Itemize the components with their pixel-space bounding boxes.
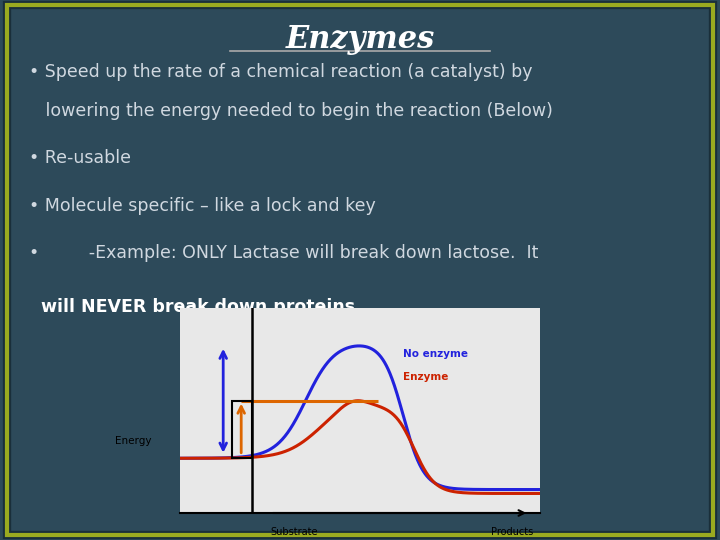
Text: will NEVER break down proteins: will NEVER break down proteins [29,298,355,315]
Text: lowering the energy needed to begin the reaction (Below): lowering the energy needed to begin the … [29,102,553,119]
Text: • Speed up the rate of a chemical reaction (a catalyst) by: • Speed up the rate of a chemical reacti… [29,63,532,81]
Text: Substrate: Substrate [270,526,318,537]
Text: Enzymes: Enzymes [285,24,435,55]
Text: • Re-usable: • Re-usable [29,149,131,167]
Text: Enzyme: Enzyme [403,372,449,382]
Text: Energy: Energy [115,436,152,446]
Text: •         -Example: ONLY Lactase will break down lactose.  It: • -Example: ONLY Lactase will break down… [29,244,538,262]
Bar [232,401,252,457]
Text: Products: Products [490,526,533,537]
Text: • Molecule specific – like a lock and key: • Molecule specific – like a lock and ke… [29,197,376,214]
Text: No enzyme: No enzyme [403,349,468,359]
